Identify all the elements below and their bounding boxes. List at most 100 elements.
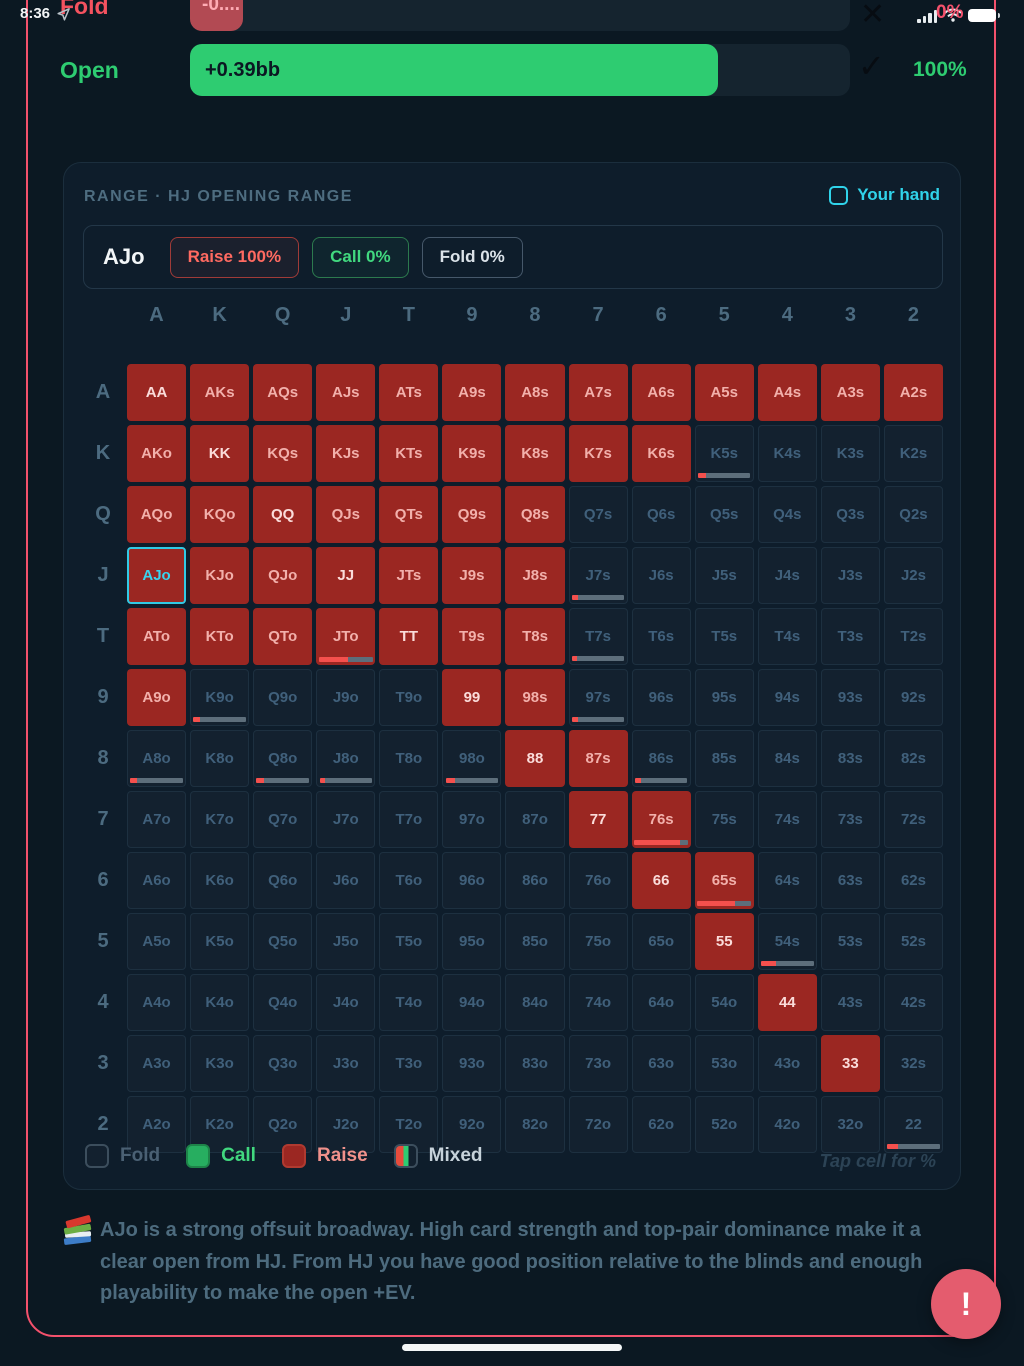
grid-cell-J2s[interactable]: J2s bbox=[883, 547, 943, 604]
grid-cell-A3s[interactable]: A3s bbox=[820, 364, 880, 421]
grid-cell-Q8o[interactable]: Q8o bbox=[253, 730, 313, 787]
grid-cell-K7s[interactable]: K7s bbox=[568, 425, 628, 482]
grid-cell-J8o[interactable]: J8o bbox=[316, 730, 376, 787]
grid-cell-AQo[interactable]: AQo bbox=[127, 486, 187, 543]
grid-cell-63o[interactable]: 63o bbox=[631, 1035, 691, 1092]
grid-cell-T5o[interactable]: T5o bbox=[379, 913, 439, 970]
grid-cell-K6s[interactable]: K6s bbox=[631, 425, 691, 482]
grid-cell-J9s[interactable]: J9s bbox=[442, 547, 502, 604]
grid-cell-86o[interactable]: 86o bbox=[505, 852, 565, 909]
grid-cell-74o[interactable]: 74o bbox=[568, 974, 628, 1031]
grid-cell-53s[interactable]: 53s bbox=[820, 913, 880, 970]
grid-cell-52o[interactable]: 52o bbox=[694, 1096, 754, 1153]
grid-cell-87o[interactable]: 87o bbox=[505, 791, 565, 848]
grid-cell-32s[interactable]: 32s bbox=[883, 1035, 943, 1092]
grid-cell-A2o[interactable]: A2o bbox=[127, 1096, 187, 1153]
grid-cell-63s[interactable]: 63s bbox=[820, 852, 880, 909]
grid-cell-A6s[interactable]: A6s bbox=[631, 364, 691, 421]
grid-cell-Q5o[interactable]: Q5o bbox=[253, 913, 313, 970]
grid-cell-T5s[interactable]: T5s bbox=[694, 608, 754, 665]
grid-cell-K3o[interactable]: K3o bbox=[190, 1035, 250, 1092]
grid-cell-73s[interactable]: 73s bbox=[820, 791, 880, 848]
your-hand-toggle[interactable]: Your hand bbox=[829, 185, 940, 205]
grid-cell-85s[interactable]: 85s bbox=[694, 730, 754, 787]
grid-cell-32o[interactable]: 32o bbox=[820, 1096, 880, 1153]
grid-cell-54s[interactable]: 54s bbox=[757, 913, 817, 970]
grid-cell-64s[interactable]: 64s bbox=[757, 852, 817, 909]
grid-cell-99[interactable]: 99 bbox=[442, 669, 502, 726]
grid-cell-97o[interactable]: 97o bbox=[442, 791, 502, 848]
grid-cell-A9o[interactable]: A9o bbox=[127, 669, 187, 726]
grid-cell-T4o[interactable]: T4o bbox=[379, 974, 439, 1031]
grid-cell-T3o[interactable]: T3o bbox=[379, 1035, 439, 1092]
grid-cell-93o[interactable]: 93o bbox=[442, 1035, 502, 1092]
grid-cell-65o[interactable]: 65o bbox=[631, 913, 691, 970]
fold-action-button[interactable]: Fold 0% bbox=[421, 236, 523, 278]
grid-cell-77[interactable]: 77 bbox=[568, 791, 628, 848]
grid-cell-76s[interactable]: 76s bbox=[631, 791, 691, 848]
grid-cell-KQo[interactable]: KQo bbox=[190, 486, 250, 543]
grid-cell-KJs[interactable]: KJs bbox=[316, 425, 376, 482]
grid-cell-K9o[interactable]: K9o bbox=[190, 669, 250, 726]
grid-cell-AKs[interactable]: AKs bbox=[190, 364, 250, 421]
grid-cell-AA[interactable]: AA bbox=[127, 364, 187, 421]
grid-cell-J6o[interactable]: J6o bbox=[316, 852, 376, 909]
grid-cell-J3o[interactable]: J3o bbox=[316, 1035, 376, 1092]
grid-cell-J4s[interactable]: J4s bbox=[757, 547, 817, 604]
grid-cell-75s[interactable]: 75s bbox=[694, 791, 754, 848]
grid-cell-44[interactable]: 44 bbox=[757, 974, 817, 1031]
grid-cell-TT[interactable]: TT bbox=[379, 608, 439, 665]
grid-cell-QTs[interactable]: QTs bbox=[379, 486, 439, 543]
grid-cell-Q9o[interactable]: Q9o bbox=[253, 669, 313, 726]
grid-cell-T2o[interactable]: T2o bbox=[379, 1096, 439, 1153]
grid-cell-96o[interactable]: 96o bbox=[442, 852, 502, 909]
grid-cell-T8o[interactable]: T8o bbox=[379, 730, 439, 787]
grid-cell-86s[interactable]: 86s bbox=[631, 730, 691, 787]
grid-cell-QJs[interactable]: QJs bbox=[316, 486, 376, 543]
call-action-button[interactable]: Call 0% bbox=[312, 236, 409, 278]
grid-cell-J7s[interactable]: J7s bbox=[568, 547, 628, 604]
grid-cell-55[interactable]: 55 bbox=[694, 913, 754, 970]
grid-cell-Q2s[interactable]: Q2s bbox=[883, 486, 943, 543]
grid-cell-J4o[interactable]: J4o bbox=[316, 974, 376, 1031]
grid-cell-95s[interactable]: 95s bbox=[694, 669, 754, 726]
grid-cell-T4s[interactable]: T4s bbox=[757, 608, 817, 665]
raise-action-button[interactable]: Raise 100% bbox=[169, 236, 300, 278]
grid-cell-Q3o[interactable]: Q3o bbox=[253, 1035, 313, 1092]
grid-cell-95o[interactable]: 95o bbox=[442, 913, 502, 970]
grid-cell-A7s[interactable]: A7s bbox=[568, 364, 628, 421]
grid-cell-84o[interactable]: 84o bbox=[505, 974, 565, 1031]
grid-cell-52s[interactable]: 52s bbox=[883, 913, 943, 970]
grid-cell-K3s[interactable]: K3s bbox=[820, 425, 880, 482]
grid-cell-Q5s[interactable]: Q5s bbox=[694, 486, 754, 543]
grid-cell-K9s[interactable]: K9s bbox=[442, 425, 502, 482]
grid-cell-J7o[interactable]: J7o bbox=[316, 791, 376, 848]
grid-cell-88[interactable]: 88 bbox=[505, 730, 565, 787]
grid-cell-T9o[interactable]: T9o bbox=[379, 669, 439, 726]
grid-cell-T6s[interactable]: T6s bbox=[631, 608, 691, 665]
grid-cell-93s[interactable]: 93s bbox=[820, 669, 880, 726]
grid-cell-Q3s[interactable]: Q3s bbox=[820, 486, 880, 543]
grid-cell-94s[interactable]: 94s bbox=[757, 669, 817, 726]
grid-cell-64o[interactable]: 64o bbox=[631, 974, 691, 1031]
grid-cell-J9o[interactable]: J9o bbox=[316, 669, 376, 726]
grid-cell-54o[interactable]: 54o bbox=[694, 974, 754, 1031]
your-hand-checkbox[interactable] bbox=[829, 185, 849, 205]
grid-cell-98o[interactable]: 98o bbox=[442, 730, 502, 787]
grid-cell-42o[interactable]: 42o bbox=[757, 1096, 817, 1153]
grid-cell-A8s[interactable]: A8s bbox=[505, 364, 565, 421]
grid-cell-JTo[interactable]: JTo bbox=[316, 608, 376, 665]
grid-cell-T9s[interactable]: T9s bbox=[442, 608, 502, 665]
grid-cell-J2o[interactable]: J2o bbox=[316, 1096, 376, 1153]
grid-cell-A6o[interactable]: A6o bbox=[127, 852, 187, 909]
grid-cell-A4s[interactable]: A4s bbox=[757, 364, 817, 421]
grid-cell-T2s[interactable]: T2s bbox=[883, 608, 943, 665]
grid-cell-62o[interactable]: 62o bbox=[631, 1096, 691, 1153]
grid-cell-Q6s[interactable]: Q6s bbox=[631, 486, 691, 543]
grid-cell-K5o[interactable]: K5o bbox=[190, 913, 250, 970]
grid-cell-Q8s[interactable]: Q8s bbox=[505, 486, 565, 543]
grid-cell-J5s[interactable]: J5s bbox=[694, 547, 754, 604]
home-indicator[interactable] bbox=[402, 1344, 622, 1351]
grid-cell-KQs[interactable]: KQs bbox=[253, 425, 313, 482]
grid-cell-43o[interactable]: 43o bbox=[757, 1035, 817, 1092]
